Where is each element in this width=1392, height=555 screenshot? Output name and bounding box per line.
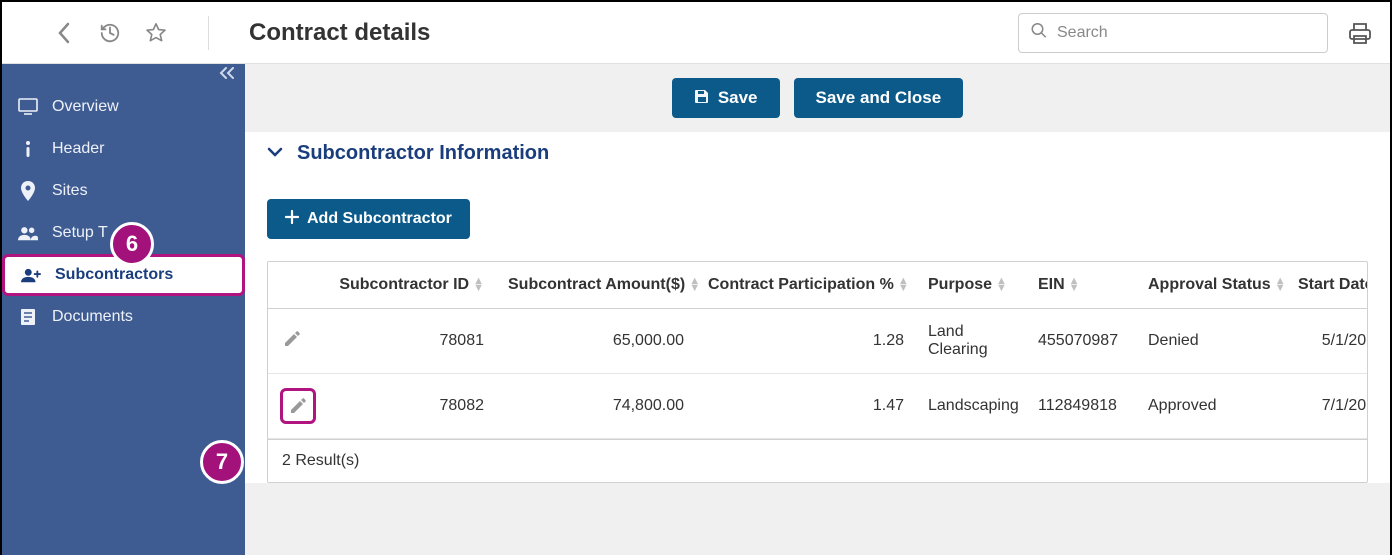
cell-purpose: Landscaping <box>916 374 1026 439</box>
add-subcontractor-button[interactable]: Add Subcontractor <box>267 199 470 239</box>
sidebar-item-label: Header <box>52 140 104 158</box>
sidebar-item-sites[interactable]: Sites <box>2 170 245 212</box>
users-icon <box>18 225 38 241</box>
save-disk-icon <box>694 88 710 109</box>
subcontractors-table: Subcontractor ID▲▼ Subcontract Amount($)… <box>268 262 1368 439</box>
edit-icon[interactable] <box>283 330 301 348</box>
save-label: Save <box>718 88 758 108</box>
sort-icon: ▲▼ <box>898 278 909 292</box>
top-bar: Contract details <box>2 2 1390 64</box>
cell-start: 7/1/2020 <box>1286 374 1368 439</box>
table-footer: 2 Result(s) <box>268 439 1367 482</box>
star-icon[interactable] <box>144 21 168 45</box>
topbar-right <box>1018 13 1372 53</box>
page-title: Contract details <box>249 19 430 47</box>
add-label: Add Subcontractor <box>307 210 452 228</box>
sort-icon: ▲▼ <box>996 278 1007 292</box>
sidebar-item-label: Overview <box>52 98 119 116</box>
sidebar: Overview Header Sites Setup T Subcontrac… <box>2 64 245 555</box>
edit-icon[interactable] <box>280 388 316 424</box>
table-header-row: Subcontractor ID▲▼ Subcontract Amount($)… <box>268 262 1368 309</box>
main-content: Save Save and Close Subcontractor Inform… <box>245 64 1390 555</box>
cell-amount: 74,800.00 <box>496 374 696 439</box>
sort-icon: ▲▼ <box>473 278 484 292</box>
col-id[interactable]: Subcontractor ID▲▼ <box>316 262 496 309</box>
cell-id: 78082 <box>316 374 496 439</box>
annotation-badge-7: 7 <box>200 440 244 484</box>
col-participation[interactable]: Contract Participation %▲▼ <box>696 262 916 309</box>
cell-ein: 112849818 <box>1026 374 1136 439</box>
pin-icon <box>18 181 38 201</box>
col-amount[interactable]: Subcontract Amount($)▲▼ <box>496 262 696 309</box>
collapse-row <box>2 64 245 86</box>
save-close-label: Save and Close <box>816 88 942 108</box>
section-title: Subcontractor Information <box>297 142 549 165</box>
divider <box>208 16 209 50</box>
collapse-icon[interactable] <box>219 66 235 84</box>
print-icon[interactable] <box>1348 21 1372 45</box>
content-area: Add Subcontractor <box>245 179 1390 483</box>
search-wrap <box>1018 13 1328 53</box>
topbar-left: Contract details <box>52 16 430 50</box>
sidebar-item-label: Documents <box>52 308 133 326</box>
cell-participation: 1.28 <box>696 309 916 374</box>
save-close-button[interactable]: Save and Close <box>794 78 964 118</box>
col-start[interactable]: Start Date▲▼ <box>1286 262 1368 309</box>
sidebar-item-label: Setup T <box>52 224 108 242</box>
sidebar-item-documents[interactable]: Documents <box>2 296 245 338</box>
search-icon <box>1030 21 1048 44</box>
sidebar-item-label: Sites <box>52 182 88 200</box>
col-approval[interactable]: Approval Status▲▼ <box>1136 262 1286 309</box>
cell-amount: 65,000.00 <box>496 309 696 374</box>
table-wrap: Subcontractor ID▲▼ Subcontract Amount($)… <box>267 261 1368 483</box>
app-body: Overview Header Sites Setup T Subcontrac… <box>2 64 1390 555</box>
save-button[interactable]: Save <box>672 78 780 118</box>
search-input[interactable] <box>1018 13 1328 53</box>
action-bar: Save Save and Close <box>245 64 1390 132</box>
back-icon[interactable] <box>52 21 76 45</box>
cell-id: 78081 <box>316 309 496 374</box>
cell-ein: 455070987 <box>1026 309 1136 374</box>
cell-start: 5/1/2019 <box>1286 309 1368 374</box>
annotation-badge-6: 6 <box>110 222 154 266</box>
cell-approval: Approved <box>1136 374 1286 439</box>
sidebar-item-overview[interactable]: Overview <box>2 86 245 128</box>
chevron-down-icon <box>267 145 283 163</box>
table-row: 78081 65,000.00 1.28 Land Clearing 45507… <box>268 309 1368 374</box>
monitor-icon <box>18 98 38 116</box>
table-row: 78082 74,800.00 1.47 Landscaping 1128498… <box>268 374 1368 439</box>
sidebar-item-header[interactable]: Header <box>2 128 245 170</box>
document-icon <box>18 308 38 326</box>
cell-purpose: Land Clearing <box>916 309 1026 374</box>
cell-approval: Denied <box>1136 309 1286 374</box>
plus-icon <box>285 210 299 229</box>
col-purpose[interactable]: Purpose▲▼ <box>916 262 1026 309</box>
sidebar-item-label: Subcontractors <box>55 266 173 284</box>
col-edit <box>268 262 316 309</box>
info-icon <box>18 140 38 158</box>
sort-icon: ▲▼ <box>689 278 700 292</box>
section-header[interactable]: Subcontractor Information <box>245 132 1390 179</box>
sort-icon: ▲▼ <box>1069 278 1080 292</box>
user-plus-icon <box>21 267 41 283</box>
cell-participation: 1.47 <box>696 374 916 439</box>
history-icon[interactable] <box>98 21 122 45</box>
col-ein[interactable]: EIN▲▼ <box>1026 262 1136 309</box>
sort-icon: ▲▼ <box>1275 278 1286 292</box>
